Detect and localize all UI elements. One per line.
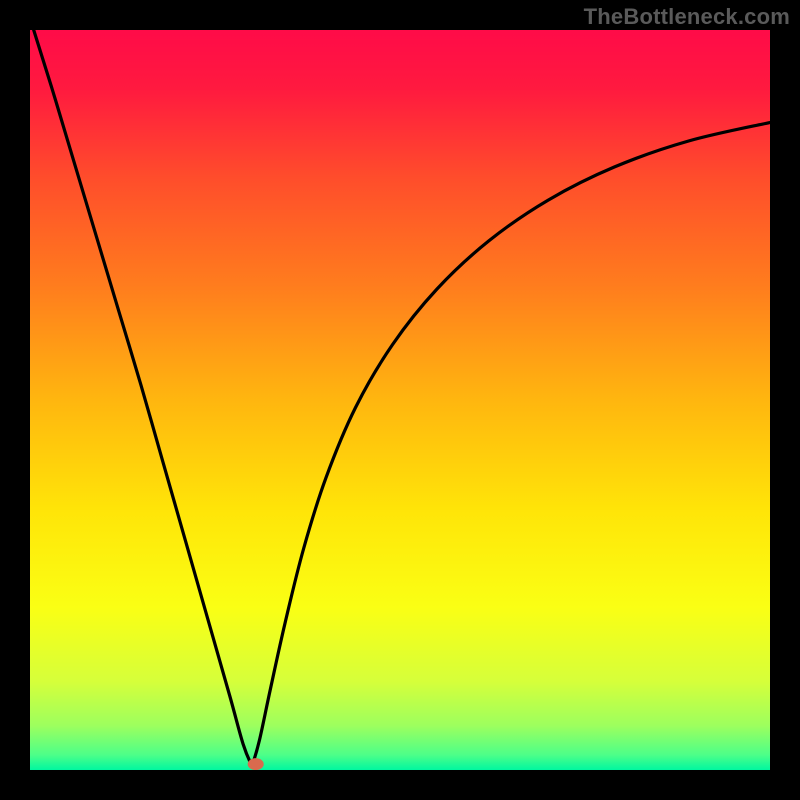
chart-container: TheBottleneck.com — [0, 0, 800, 800]
minimum-marker — [248, 758, 264, 770]
chart-svg — [30, 30, 770, 770]
gradient-background — [30, 30, 770, 770]
plot-area — [30, 30, 770, 770]
watermark-text: TheBottleneck.com — [584, 4, 790, 30]
